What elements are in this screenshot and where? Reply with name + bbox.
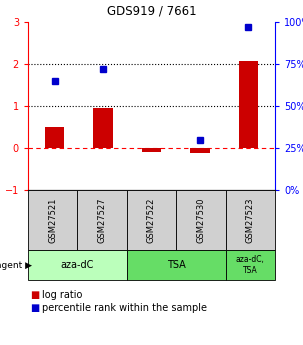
Text: ■: ■ [30,290,39,300]
Text: aza-dC,
TSA: aza-dC, TSA [236,255,265,275]
Text: percentile rank within the sample: percentile rank within the sample [42,303,207,313]
Text: GSM27527: GSM27527 [98,197,107,243]
Text: GSM27522: GSM27522 [147,197,156,243]
Text: aza-dC: aza-dC [61,260,94,270]
Text: GSM27523: GSM27523 [246,197,255,243]
Bar [45,127,64,148]
Bar [142,148,161,152]
Text: TSA: TSA [167,260,185,270]
Text: log ratio: log ratio [42,290,82,300]
Bar [239,61,258,148]
Text: agent ▶: agent ▶ [0,260,32,269]
Bar [93,108,113,148]
Text: GSM27521: GSM27521 [48,197,57,243]
Bar [190,148,210,153]
Text: GDS919 / 7661: GDS919 / 7661 [107,5,196,18]
Text: ■: ■ [30,303,39,313]
Text: GSM27530: GSM27530 [196,197,205,243]
